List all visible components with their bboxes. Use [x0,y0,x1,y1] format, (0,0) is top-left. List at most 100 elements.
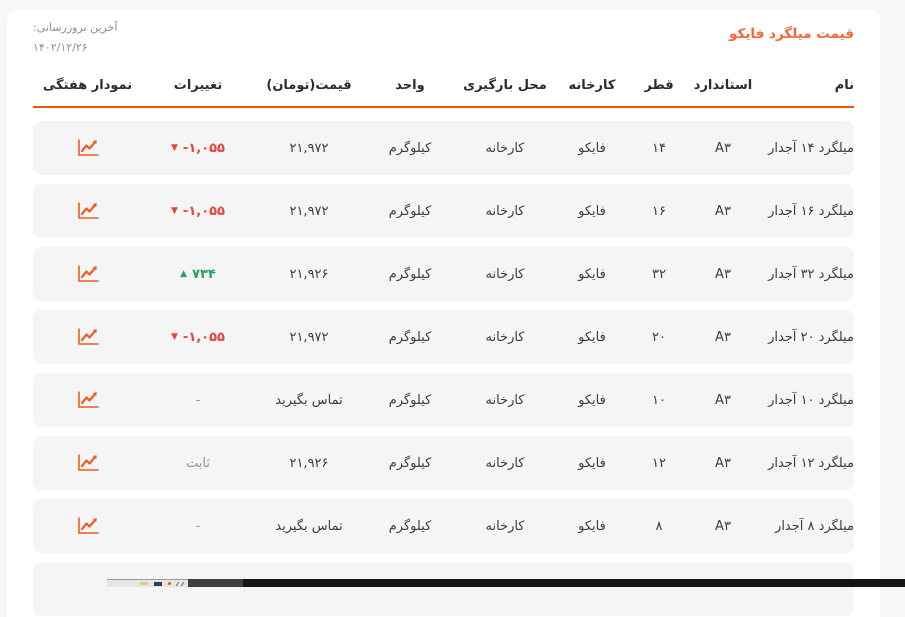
change-value: ثابت [186,455,210,471]
product-name: میلگرد ۸ آجدار [775,518,854,534]
table-row: میلگرد ۱۲ آجدار A۳ ۱۲ فایکو کارخانه کیلو… [33,436,854,490]
last-update-label: آخرین بروزرسانی: [33,21,118,34]
standard-value: A۳ [715,140,731,156]
change-value: -۱,۰۵۵ [182,203,225,219]
change-cell: -۱,۰۵۵ ▼ [142,330,254,345]
change-value: - [195,392,201,408]
price-value: ۲۱,۹۲۶ [289,266,329,282]
loading-location-value: کارخانه [485,518,525,534]
loading-location-value: کارخانه [485,203,525,219]
table-header-row: نام استاندارد قطر کارخانه محل بارگیری وا… [33,78,854,108]
weekly-chart-button[interactable] [33,452,142,474]
price-value: تماس بگیرید [275,518,343,534]
table-row: میلگرد ۱۴ آجدار A۳ ۱۴ فایکو کارخانه کیلو… [33,121,854,175]
loading-location-value: کارخانه [485,140,525,156]
diameter-value: ۳۲ [652,266,666,282]
factory-value: فایکو [578,392,606,408]
factory-value: فایکو [578,455,606,471]
price-value: ۲۱,۹۲۶ [289,455,329,471]
loading-location-value: کارخانه [485,392,525,408]
standard-value: A۳ [715,518,731,534]
price-table-panel: قیمت میلگرد فایکو آخرین بروزرسانی: ۱۴۰۲/… [7,10,880,617]
change-cell: -۱,۰۵۵ ▼ [142,204,254,219]
line-chart-icon [77,202,99,219]
line-chart-icon [77,454,99,471]
yellow-block-icon [140,582,148,585]
last-update-block: آخرین بروزرسانی: ۱۴۰۲/۱۲/۲۶ [33,18,117,58]
standard-value: A۳ [715,266,731,282]
col-header-factory: کارخانه [568,78,616,93]
weekly-chart-button[interactable] [33,137,142,159]
factory-value: فایکو [578,329,606,345]
product-name: میلگرد ۱۰ آجدار [768,392,854,408]
weekly-chart-button[interactable] [33,389,142,411]
weekly-chart-button[interactable] [33,200,142,222]
table-row: میلگرد ۸ آجدار A۳ ۸ فایکو کارخانه کیلوگر… [33,499,854,553]
product-name: میلگرد ۱۲ آجدار [768,455,854,471]
minimized-window-sliver[interactable] [107,579,188,587]
weekly-chart-button[interactable] [33,326,142,348]
loading-location-value: کارخانه [485,329,525,345]
price-value: ۲۱,۹۷۲ [289,329,329,345]
taskbar-shade [188,579,243,587]
window-glyph-icon [175,581,185,586]
unit-value: کیلوگرم [388,329,432,345]
price-value: تماس بگیرید [275,392,343,408]
product-name: میلگرد ۳۲ آجدار [768,266,854,282]
factory-value: فایکو [578,203,606,219]
col-header-diameter: قطر [644,78,674,93]
standard-value: A۳ [715,203,731,219]
line-chart-icon [77,139,99,156]
weekly-chart-button[interactable] [33,263,142,285]
navy-block-icon [154,581,162,586]
factory-value: فایکو [578,518,606,534]
unit-value: کیلوگرم [388,266,432,282]
table-row: میلگرد ۳۲ آجدار A۳ ۳۲ فایکو کارخانه کیلو… [33,247,854,301]
orange-dot-icon [168,582,171,585]
unit-value: کیلوگرم [388,392,432,408]
change-value: -۱,۰۵۵ [182,140,225,156]
line-chart-icon [77,517,99,534]
unit-value: کیلوگرم [388,140,432,156]
change-cell: ثابت [142,456,254,471]
change-cell: ۷۳۴ ▲ [142,267,254,282]
col-header-name: نام [834,78,854,93]
standard-value: A۳ [715,455,731,471]
page-title: قیمت میلگرد فایکو [729,26,854,42]
diameter-value: ۲۰ [652,329,666,345]
factory-value: فایکو [578,266,606,282]
table-row-partial [33,562,854,616]
weekly-chart-button[interactable] [33,515,142,537]
last-update-date: ۱۴۰۲/۱۲/۲۶ [33,40,88,54]
col-header-loading: محل بارگیری [463,78,547,93]
col-header-unit: واحد [395,78,425,93]
panel-header: قیمت میلگرد فایکو آخرین بروزرسانی: ۱۴۰۲/… [33,18,854,66]
col-header-standard: استاندارد [693,78,753,93]
price-table-body: میلگرد ۱۴ آجدار A۳ ۱۴ فایکو کارخانه کیلو… [33,121,854,553]
page-root: { "page": { "title": "قیمت میلگرد فایکو"… [33,21,905,587]
factory-value: فایکو [578,140,606,156]
loading-location-value: کارخانه [485,266,525,282]
line-chart-icon [77,265,99,282]
table-row: میلگرد ۲۰ آجدار A۳ ۲۰ فایکو کارخانه کیلو… [33,310,854,364]
standard-value: A۳ [715,392,731,408]
change-arrow-icon: ▼ [171,142,178,153]
change-value: - [195,518,201,534]
col-header-price: قیمت(تومان) [266,78,352,93]
diameter-value: ۱۲ [652,455,666,471]
col-header-weekly-chart: نمودار هفتگی [42,78,133,93]
unit-value: کیلوگرم [388,455,432,471]
standard-value: A۳ [715,329,731,345]
product-name: میلگرد ۱۶ آجدار [768,203,854,219]
change-arrow-icon: ▲ [180,268,188,279]
change-arrow-icon: ▼ [171,331,178,342]
price-value: ۲۱,۹۷۲ [289,203,329,219]
taskbar-strip[interactable] [107,579,905,587]
price-value: ۲۱,۹۷۲ [289,140,329,156]
diameter-value: ۱۰ [652,392,666,408]
loading-location-value: کارخانه [485,455,525,471]
product-name: میلگرد ۱۴ آجدار [768,140,854,156]
diameter-value: ۱۴ [652,140,666,156]
change-arrow-icon: ▼ [171,205,178,216]
change-value: -۱,۰۵۵ [182,329,225,345]
